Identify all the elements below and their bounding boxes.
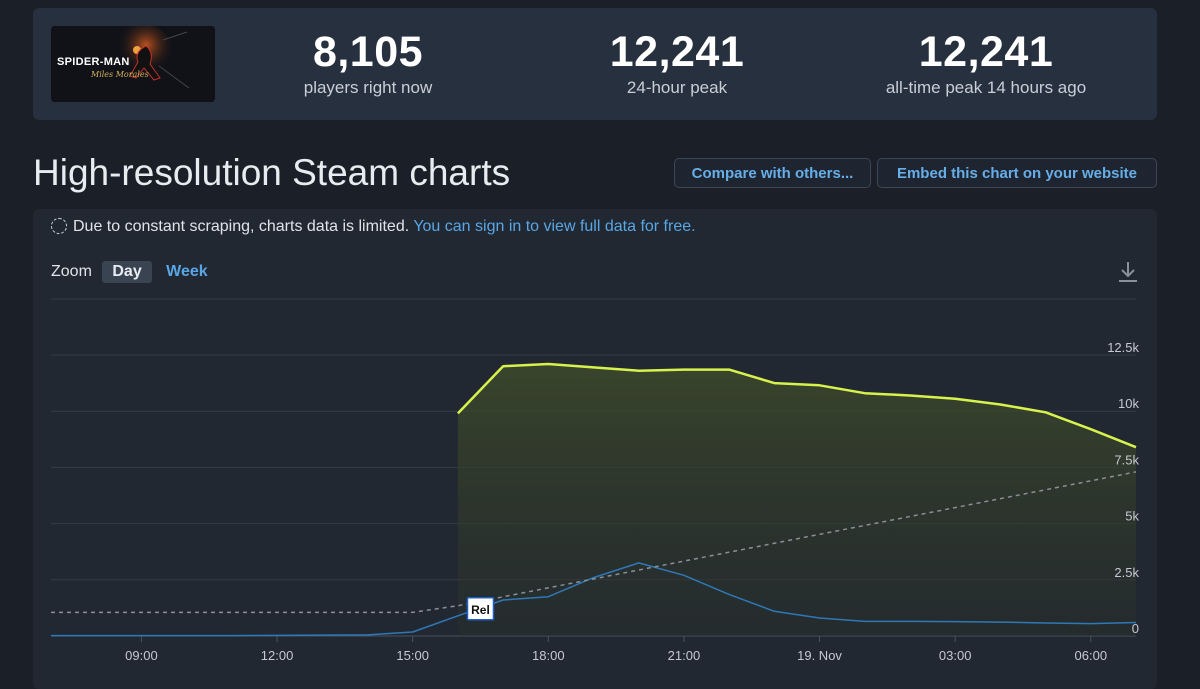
page-title: High-resolution Steam charts: [33, 152, 511, 193]
x-tick-label: 06:00: [1075, 648, 1108, 663]
x-tick-label: 15:00: [396, 648, 429, 663]
x-tick-label: 03:00: [939, 648, 972, 663]
x-tick-label: 18:00: [532, 648, 565, 663]
sign-in-link[interactable]: You can sign in to view full data for fr…: [413, 218, 696, 235]
download-icon[interactable]: [1115, 259, 1141, 285]
stat-24h-peak: 12,241 24-hour peak: [527, 28, 827, 98]
stat-all-time-peak: 12,241 all-time peak 14 hours ago: [836, 28, 1136, 98]
players-series-line: [456, 362, 1137, 449]
stat-value: 8,105: [312, 28, 424, 76]
release-annotation: Rel: [466, 597, 495, 621]
chart-panel: Due to constant scraping, charts data is…: [33, 209, 1157, 689]
release-annotation-box: [466, 597, 495, 621]
x-tick-label: 09:00: [125, 648, 158, 663]
stat-label: all-time peak 14 hours ago: [885, 78, 1087, 97]
y-tick-label: 2.5k: [1114, 565, 1139, 580]
zoom-day-button[interactable]: Day: [102, 261, 152, 283]
stat-current-players: 8,105 players right now: [218, 28, 518, 98]
zoom-controls: Zoom Day Week: [51, 261, 218, 283]
stat-label: 24-hour peak: [626, 78, 728, 97]
zoom-label: Zoom: [51, 263, 92, 280]
player-count-chart: 0 2.5k 5k 7.5k 10k 12.5k 09:00 12:00 15:00 18:00 2…: [51, 298, 1139, 663]
thumbnail-art-icon: [51, 26, 215, 102]
stat-value: 12,241: [918, 28, 1054, 76]
release-annotation-label: Rel: [471, 603, 490, 617]
y-tick-label: 10k: [1118, 396, 1139, 411]
x-tick-label: 21:00: [668, 648, 701, 663]
thumbnail-title: SPIDER-MAN: [57, 56, 130, 68]
dashed-circle-icon: [51, 218, 67, 234]
compare-button[interactable]: Compare with others...: [674, 158, 871, 188]
scraping-notice: Due to constant scraping, charts data is…: [51, 218, 696, 236]
y-tick-label: 0: [1132, 621, 1139, 636]
thumbnail-subtitle: Miles Morales: [91, 70, 149, 79]
embed-chart-button[interactable]: Embed this chart on your website: [877, 158, 1157, 188]
secondary-series-line: [51, 562, 1137, 637]
stat-label: players right now: [303, 78, 433, 97]
x-tick-label: 19. Nov: [797, 648, 842, 663]
x-tick-label: 12:00: [261, 648, 294, 663]
y-tick-label: 12.5k: [1107, 340, 1139, 355]
players-area: [457, 364, 1136, 636]
stat-value: 12,241: [609, 28, 745, 76]
y-tick-label: 7.5k: [1114, 452, 1139, 467]
y-tick-label: 5k: [1125, 509, 1139, 524]
zoom-week-button[interactable]: Week: [166, 263, 208, 280]
trend-series-line: [51, 471, 1137, 614]
stats-panel: SPIDER-MAN Miles Morales 8,105 players r…: [33, 8, 1157, 120]
notice-text: Due to constant scraping, charts data is…: [73, 218, 410, 235]
game-thumbnail[interactable]: SPIDER-MAN Miles Morales: [51, 26, 215, 102]
